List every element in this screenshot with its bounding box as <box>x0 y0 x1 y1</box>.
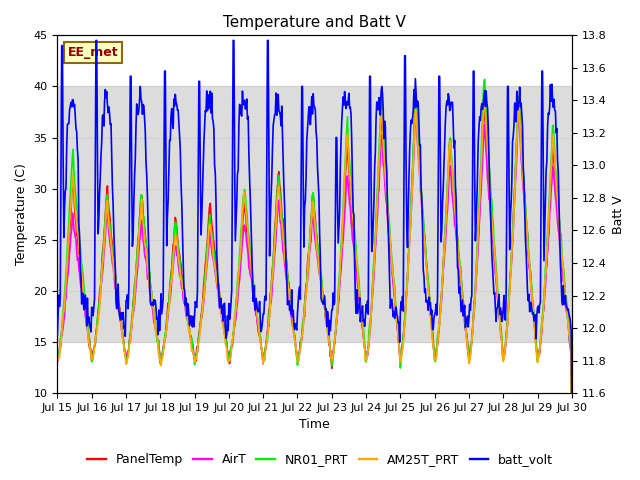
Legend: PanelTemp, AirT, NR01_PRT, AM25T_PRT, batt_volt: PanelTemp, AirT, NR01_PRT, AM25T_PRT, ba… <box>82 448 558 471</box>
Bar <box>58 86 572 342</box>
X-axis label: Time: Time <box>300 419 330 432</box>
Text: EE_met: EE_met <box>68 46 118 59</box>
Title: Temperature and Batt V: Temperature and Batt V <box>223 15 406 30</box>
Y-axis label: Temperature (C): Temperature (C) <box>15 163 28 265</box>
Y-axis label: Batt V: Batt V <box>612 195 625 234</box>
